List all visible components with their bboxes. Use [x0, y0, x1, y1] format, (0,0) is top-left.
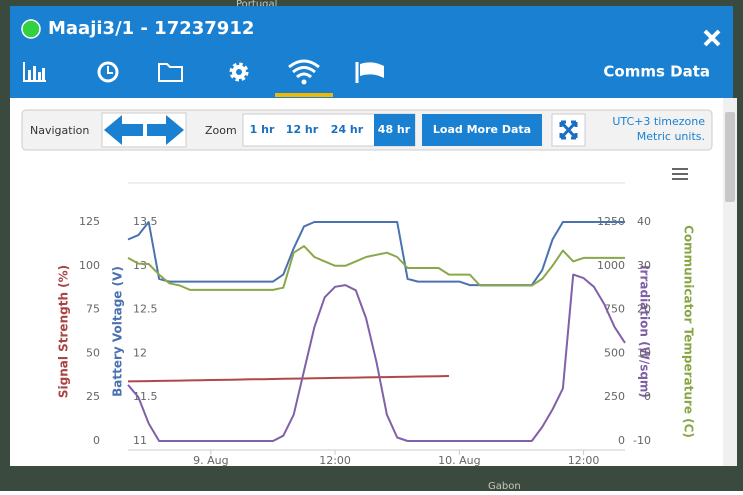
y-tick-label: 0 — [93, 434, 100, 447]
y-tick-label: 10 — [637, 346, 651, 359]
forward-button[interactable] — [147, 115, 184, 145]
y-tick-label: 11 — [133, 434, 147, 447]
y-tick-label: 25 — [86, 390, 100, 403]
series-line — [127, 245, 625, 291]
y-tick-label: 12 — [133, 346, 147, 359]
zoom-button[interactable]: 24 hr — [331, 123, 364, 136]
axis-title: Communicator Temperature (C) — [682, 225, 696, 438]
x-tick-label: 12:00 — [568, 454, 600, 467]
zoom-label: Zoom — [205, 124, 237, 137]
y-tick-label: 12.5 — [133, 303, 158, 316]
map-label: Portugal — [236, 0, 277, 10]
y-tick-label: 750 — [604, 303, 625, 316]
navigation-label: Navigation — [30, 124, 89, 137]
zoom-button[interactable]: 1 hr — [250, 123, 275, 136]
y-tick-label: 125 — [79, 215, 100, 228]
clock-tab[interactable] — [97, 61, 119, 83]
status-dot — [21, 19, 41, 39]
series-line — [127, 375, 450, 383]
map-label: Gabon — [488, 481, 521, 491]
active-zoom — [374, 114, 415, 146]
y-tick-label: 20 — [637, 303, 651, 316]
zoom-button[interactable]: 48 hr — [378, 123, 411, 136]
y-tick-label: 0 — [618, 434, 625, 447]
active-tab-indicator — [275, 93, 333, 97]
y-tick-label: 50 — [86, 346, 100, 359]
window-title: Maaji3/1 - 17237912 — [48, 18, 254, 39]
comms-tab[interactable] — [288, 59, 320, 79]
y-tick-label: 1000 — [597, 259, 625, 272]
tab-icons — [23, 59, 384, 85]
axis-title: Irradiation (W/sqm) — [638, 265, 652, 398]
y-tick-label: 13.5 — [133, 215, 158, 228]
y-tick-label: 250 — [604, 390, 625, 403]
content — [10, 98, 733, 466]
timezone: UTC+3 timezone — [612, 115, 705, 128]
y-tick-label: 30 — [637, 259, 651, 272]
chart-menu[interactable] — [672, 168, 688, 180]
folder-tab[interactable] — [158, 63, 183, 82]
fullscreen-icon — [559, 120, 578, 140]
series-line — [127, 221, 625, 287]
axis-title: Battery Voltage (V) — [111, 266, 125, 397]
x-tick-label: 9. Aug — [193, 454, 228, 467]
scroll-thumb[interactable] — [725, 112, 735, 202]
y-tick-label: 100 — [79, 259, 100, 272]
load-more-button[interactable] — [422, 114, 542, 146]
axis-title: Signal Strength (%) — [57, 265, 71, 398]
chart-tab[interactable] — [23, 62, 46, 82]
y-tick-label: 0 — [644, 390, 651, 403]
x-tick-label: 10. Aug — [438, 454, 480, 467]
load-more-label[interactable]: Load More Data — [433, 123, 531, 136]
y-tick-label: 75 — [86, 303, 100, 316]
series-line — [127, 273, 626, 442]
y-tick-label: -10 — [633, 434, 651, 447]
zoom-button[interactable]: 12 hr — [286, 123, 319, 136]
section-title: Comms Data — [603, 63, 710, 81]
y-tick-label: 500 — [604, 346, 625, 359]
back-button[interactable] — [104, 115, 143, 145]
header — [10, 6, 733, 98]
y-tick-label: 40 — [637, 215, 651, 228]
x-tick-label: 12:00 — [319, 454, 351, 467]
close-button[interactable] — [703, 29, 721, 47]
units: Metric units. — [637, 130, 705, 143]
